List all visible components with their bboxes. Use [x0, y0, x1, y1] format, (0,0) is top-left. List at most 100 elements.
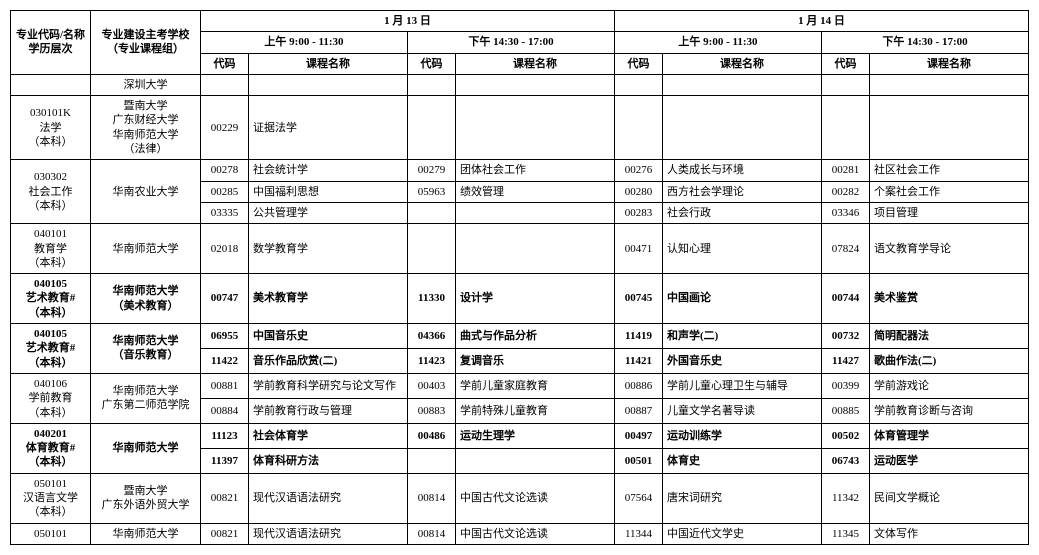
course-code: 00285 [201, 181, 249, 202]
course-name: 文体写作 [870, 523, 1029, 544]
course-code: 07824 [822, 224, 870, 274]
course-code: 11345 [822, 523, 870, 544]
course-code: 00497 [615, 423, 663, 448]
table-row: 040106学前教育（本科）华南师范大学广东第二师范学院00881学前教育科学研… [11, 373, 1029, 398]
course-code: 00821 [201, 523, 249, 544]
course-name: 体育史 [663, 448, 822, 473]
course-code: 00745 [615, 274, 663, 324]
course-name [870, 74, 1029, 95]
course-name: 学前特殊儿童教育 [456, 398, 615, 423]
table-row: 深圳大学 [11, 74, 1029, 95]
course-code: 00279 [408, 160, 456, 181]
course-code: 03346 [822, 202, 870, 223]
major-cell: 050101汉语言文学（本科） [11, 473, 91, 523]
course-name: 人类成长与环境 [663, 160, 822, 181]
course-name: 音乐作品欣赏(二) [249, 348, 408, 373]
course-code: 00280 [615, 181, 663, 202]
course-code: 11427 [822, 348, 870, 373]
school-cell: 华南师范大学 [91, 224, 201, 274]
school-cell: 华南师范大学 [91, 423, 201, 473]
course-code [408, 448, 456, 473]
course-name: 运动生理学 [456, 423, 615, 448]
course-code: 00501 [615, 448, 663, 473]
course-name: 运动医学 [870, 448, 1029, 473]
course-name: 团体社会工作 [456, 160, 615, 181]
course-code: 00814 [408, 473, 456, 523]
course-code [615, 74, 663, 95]
course-name: 学前儿童家庭教育 [456, 373, 615, 398]
course-name: 学前教育科学研究与论文写作 [249, 373, 408, 398]
header-code: 代码 [822, 53, 870, 74]
course-code: 11421 [615, 348, 663, 373]
course-code: 00276 [615, 160, 663, 181]
header-school: 专业建设主考学校 （专业课程组） [91, 11, 201, 75]
course-code: 00281 [822, 160, 870, 181]
major-cell: 030302社会工作（本科） [11, 160, 91, 224]
course-name [249, 74, 408, 95]
course-name: 民间文学概论 [870, 473, 1029, 523]
course-code: 00744 [822, 274, 870, 324]
table-row: 040101教育学（本科）华南师范大学02018数学教育学00471认知心理07… [11, 224, 1029, 274]
course-code: 11342 [822, 473, 870, 523]
header-major: 专业代码/名称 学历层次 [11, 11, 91, 75]
course-name [456, 74, 615, 95]
course-code: 11419 [615, 324, 663, 349]
table-row: 050101汉语言文学（本科）暨南大学广东外语外贸大学00821现代汉语语法研究… [11, 473, 1029, 523]
course-code: 11422 [201, 348, 249, 373]
school-cell: 华南师范大学 [91, 523, 201, 544]
course-name: 学前游戏论 [870, 373, 1029, 398]
course-code: 00486 [408, 423, 456, 448]
course-code: 00887 [615, 398, 663, 423]
header-code: 代码 [201, 53, 249, 74]
course-name: 简明配器法 [870, 324, 1029, 349]
school-cell: 华南农业大学 [91, 160, 201, 224]
course-code: 11397 [201, 448, 249, 473]
course-code: 00886 [615, 373, 663, 398]
course-code: 00821 [201, 473, 249, 523]
header-day2-am: 上午 9:00 - 11:30 [615, 32, 822, 53]
course-name: 歌曲作法(二) [870, 348, 1029, 373]
course-name: 社会行政 [663, 202, 822, 223]
school-cell: 暨南大学广东财经大学华南师范大学（法律） [91, 96, 201, 160]
course-name: 运动训练学 [663, 423, 822, 448]
major-cell: 040105艺术教育#（本科） [11, 274, 91, 324]
course-code [408, 96, 456, 160]
course-code [408, 202, 456, 223]
table-row: 040105艺术教育#（本科）华南师范大学（音乐教育）06955中国音乐史043… [11, 324, 1029, 349]
course-name: 西方社会学理论 [663, 181, 822, 202]
course-code: 00502 [822, 423, 870, 448]
course-name: 设计学 [456, 274, 615, 324]
course-name: 中国画论 [663, 274, 822, 324]
course-code: 02018 [201, 224, 249, 274]
course-code: 03335 [201, 202, 249, 223]
school-cell: 暨南大学广东外语外贸大学 [91, 473, 201, 523]
course-code [822, 96, 870, 160]
course-code [201, 74, 249, 95]
course-name: 和声学(二) [663, 324, 822, 349]
course-name [456, 448, 615, 473]
table-row: 050101华南师范大学00821现代汉语语法研究00814中国古代文论选读11… [11, 523, 1029, 544]
course-name: 唐宋词研究 [663, 473, 822, 523]
course-name: 美术教育学 [249, 274, 408, 324]
course-code: 00282 [822, 181, 870, 202]
course-name [870, 96, 1029, 160]
course-name: 学前教育行政与管理 [249, 398, 408, 423]
header-day1: 1 月 13 日 [201, 11, 615, 32]
major-cell: 040101教育学（本科） [11, 224, 91, 274]
course-name: 曲式与作品分析 [456, 324, 615, 349]
major-cell [11, 74, 91, 95]
course-code: 00229 [201, 96, 249, 160]
course-name: 公共管理学 [249, 202, 408, 223]
course-name: 体育管理学 [870, 423, 1029, 448]
course-name: 中国音乐史 [249, 324, 408, 349]
course-name: 学前教育诊断与咨询 [870, 398, 1029, 423]
table-row: 040201体育教育#（本科）华南师范大学11123社会体育学00486运动生理… [11, 423, 1029, 448]
course-code: 06743 [822, 448, 870, 473]
course-name: 社会体育学 [249, 423, 408, 448]
course-name: 中国古代文论选读 [456, 473, 615, 523]
exam-schedule-table: 专业代码/名称 学历层次 专业建设主考学校 （专业课程组） 1 月 13 日 1… [10, 10, 1029, 545]
course-name: 儿童文学名著导读 [663, 398, 822, 423]
header-day2-pm: 下午 14:30 - 17:00 [822, 32, 1029, 53]
course-code: 00881 [201, 373, 249, 398]
course-name: 证据法学 [249, 96, 408, 160]
